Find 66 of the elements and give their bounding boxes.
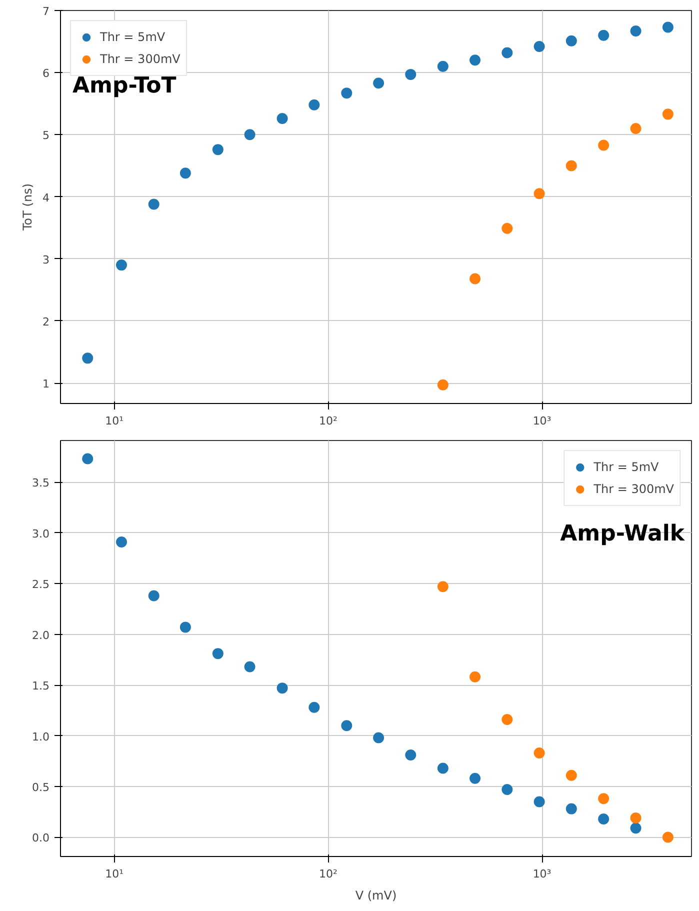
point	[598, 813, 610, 824]
point	[437, 60, 448, 72]
y-tick-label: 0.0	[32, 832, 50, 845]
y-tick-label: 1.5	[32, 680, 50, 693]
point	[341, 720, 352, 732]
y-tick-label: 1.0	[32, 730, 50, 744]
y-tick-label: 1	[42, 378, 50, 391]
y-tick-label: 4	[42, 191, 50, 204]
annotation: Amp-Walk	[560, 522, 686, 546]
point	[470, 54, 481, 66]
x-tick-label: 10³	[532, 414, 552, 428]
y-tick-label: 3	[42, 253, 50, 266]
point	[116, 260, 127, 271]
point	[502, 47, 513, 58]
point	[180, 168, 191, 179]
point	[534, 41, 545, 52]
x-tick-label: 10²	[318, 414, 338, 428]
point	[148, 198, 160, 210]
point	[630, 26, 642, 36]
point	[341, 88, 352, 99]
point	[308, 702, 320, 713]
y-tick-label: 2	[42, 315, 50, 328]
legend-label: Thr = 300mV	[100, 52, 180, 66]
point	[598, 30, 610, 41]
point	[502, 784, 513, 796]
point	[276, 682, 288, 694]
point	[405, 750, 416, 761]
y-tick-label: 3.0	[32, 527, 50, 540]
y-tick-label: 2.5	[32, 578, 50, 592]
point	[180, 622, 191, 633]
point	[566, 35, 577, 46]
x-tick-label: 10²	[318, 868, 338, 880]
point	[212, 648, 224, 660]
point	[82, 453, 94, 464]
point	[373, 78, 384, 89]
point	[373, 732, 384, 744]
point	[630, 822, 642, 834]
legend-label: Thr = 5mV	[594, 460, 659, 474]
annotation: Amp-ToT	[72, 74, 176, 98]
y-tick-label: 7	[42, 5, 50, 18]
point	[437, 762, 448, 774]
legend-label: Thr = 5mV	[100, 30, 166, 44]
point	[662, 22, 674, 33]
y-tick-label: 2.0	[32, 628, 50, 642]
y-tick-label: 5	[42, 129, 50, 142]
y-tick-label: 0.5	[32, 780, 50, 794]
y-tick-label: 6	[42, 67, 50, 80]
point	[244, 129, 256, 140]
point	[405, 68, 416, 80]
point	[534, 796, 545, 808]
point	[308, 99, 320, 110]
x-tick-label: 10¹	[105, 868, 124, 880]
point	[276, 113, 288, 124]
point	[244, 661, 256, 672]
x-axis-title: V (mV)	[355, 888, 397, 902]
point	[82, 352, 94, 364]
point	[470, 772, 481, 784]
point	[566, 803, 577, 814]
y-tick-label: 3.5	[32, 476, 50, 490]
y-axis-title: ToT (ns)	[20, 184, 34, 232]
x-tick-label: 10¹	[105, 414, 124, 428]
point	[212, 144, 224, 156]
legend-label: Thr = 300mV	[594, 482, 674, 496]
point	[116, 536, 127, 548]
point	[148, 590, 160, 602]
x-tick-label: 10³	[532, 868, 552, 880]
